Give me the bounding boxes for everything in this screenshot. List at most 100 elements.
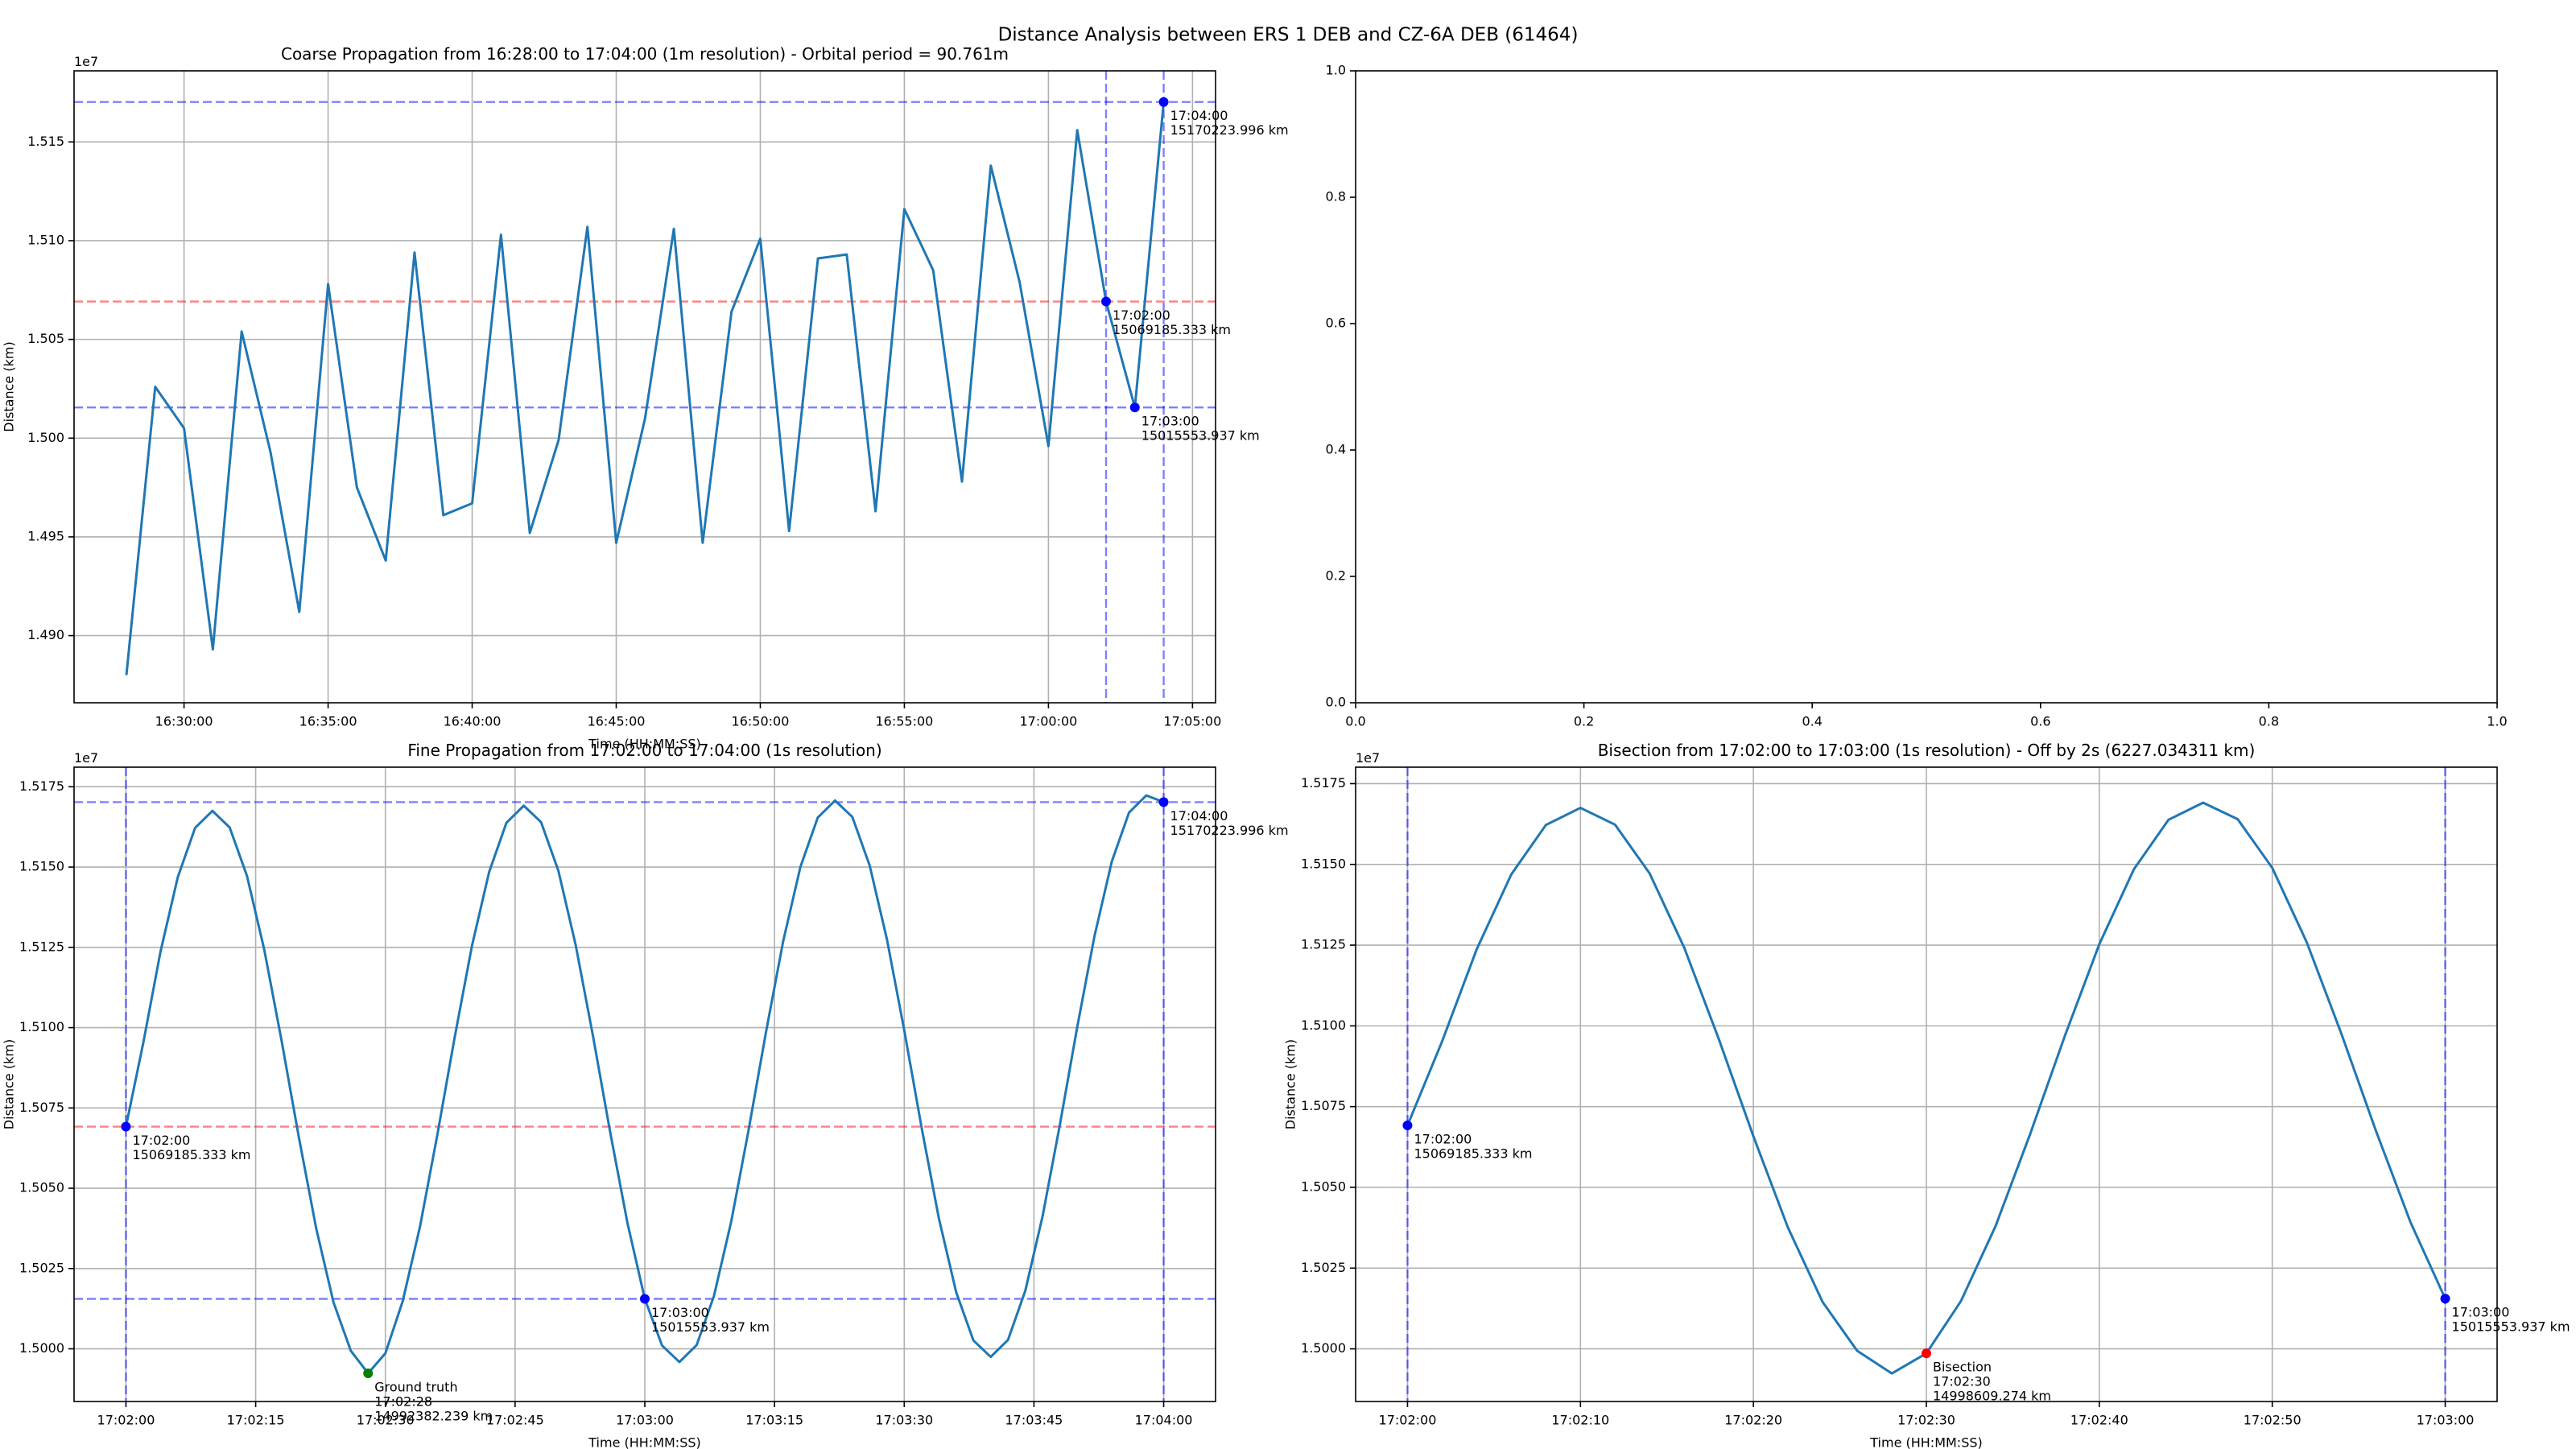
subplot-title: Fine Propagation from 17:02:00 to 17:04:…	[407, 741, 881, 760]
figure-title: Distance Analysis between ERS 1 DEB and …	[998, 25, 1579, 46]
x-tick-label: 0.0	[1345, 714, 1365, 729]
marker	[1158, 797, 1169, 807]
data-line	[125, 101, 1166, 675]
x-tick-label: 17:02:10	[1551, 1413, 1609, 1428]
y-tick-label: 1.5175	[1301, 775, 1346, 791]
y-tick-label: 1.5075	[1301, 1098, 1346, 1113]
x-tick-label: 17:02:30	[357, 1413, 415, 1428]
x-tick-label: 0.4	[1802, 714, 1822, 729]
x-tick-label: 0.2	[1574, 714, 1594, 729]
annotation: 17:02:00	[132, 1133, 190, 1148]
x-tick-label: 16:45:00	[588, 714, 646, 729]
marker	[1129, 402, 1140, 413]
annotation: 15170223.996 km	[1170, 823, 1289, 838]
axes-frame	[1355, 766, 2498, 1402]
y-tick-label: 0.4	[1326, 442, 1346, 457]
annotation: 17:03:00	[2452, 1305, 2510, 1320]
x-tick-label: 16:50:00	[732, 714, 790, 729]
x-tick-label: 17:02:20	[1724, 1413, 1782, 1428]
y-axis-label: Distance (km)	[2, 341, 17, 431]
x-tick-label: 1.0	[2487, 714, 2507, 729]
x-tick-label: 16:55:00	[876, 714, 934, 729]
y-tick-label: 1.515	[27, 134, 64, 149]
x-tick-label: 17:02:30	[1897, 1413, 1955, 1428]
y-tick-label: 1.505	[27, 331, 64, 346]
marker	[363, 1368, 374, 1378]
marker	[1402, 1121, 1413, 1131]
x-tick-label: 17:03:00	[2417, 1413, 2475, 1428]
annotation: 17:02:00	[1113, 308, 1170, 323]
y-tick-label: 1.5025	[19, 1260, 64, 1275]
y-tick-label: 0.0	[1326, 695, 1346, 710]
x-tick-label: 17:03:00	[616, 1413, 674, 1428]
y-tick-label: 0.2	[1326, 568, 1346, 584]
y-tick-label: 1.5150	[19, 859, 64, 874]
annotation: 15069185.333 km	[1414, 1146, 1532, 1162]
y-tick-label: 1.5050	[1301, 1179, 1346, 1194]
y-tick-label: 1.5000	[19, 1340, 64, 1356]
x-tick-label: 17:04:00	[1135, 1413, 1193, 1428]
annotation: 15069185.333 km	[1113, 322, 1231, 337]
subplot-title: Bisection from 17:02:00 to 17:03:00 (1s …	[1598, 741, 2256, 760]
x-tick-label: 16:35:00	[299, 714, 357, 729]
y-tick-label: 1.5025	[1301, 1260, 1346, 1275]
x-tick-label: 17:02:45	[486, 1413, 544, 1428]
marker	[1922, 1348, 1931, 1359]
y-tick-label: 1.5125	[19, 939, 64, 954]
subplot: 0.0 0.2 0.4 0.6 0.8 1.0 0.0 0.2 0.4 0.6 0.8 1.0	[1326, 63, 2508, 729]
x-tick-label: 17:03:15	[745, 1413, 803, 1428]
subplot: 16:30:00 16:35:00 16:40:00 16:45:00 16:50:00…	[2, 44, 1289, 752]
annotation: 17:02:30	[1933, 1374, 1991, 1389]
y-tick-label: 1.500	[27, 430, 64, 445]
y-tick-label: 1.490	[27, 627, 64, 642]
y-tick-label: 1.5000	[1301, 1340, 1346, 1356]
annotation: 17:03:00	[651, 1305, 709, 1320]
y-tick-label: 1.0	[1326, 63, 1346, 78]
annotation: Bisection	[1933, 1360, 1992, 1375]
x-axis-label: Time (HH:MM:SS)	[588, 1435, 701, 1449]
marker	[121, 1121, 131, 1132]
x-tick-label: 17:02:00	[1379, 1413, 1437, 1428]
axes-frame	[1355, 70, 2498, 704]
y-offset-label: 1e7	[74, 750, 98, 766]
y-offset-label: 1e7	[1356, 750, 1380, 766]
subplot-title: Coarse Propagation from 16:28:00 to 17:0…	[281, 44, 1009, 64]
y-tick-label: 1.5150	[1301, 856, 1346, 871]
x-tick-label: 16:40:00	[444, 714, 502, 729]
axes-frame	[73, 70, 1216, 704]
y-tick-label: 1.5100	[1301, 1018, 1346, 1033]
x-tick-label: 17:02:15	[227, 1413, 285, 1428]
x-tick-label: 17:03:30	[875, 1413, 933, 1428]
x-tick-label: 17:02:50	[2244, 1413, 2301, 1428]
y-tick-label: 0.8	[1326, 189, 1346, 204]
y-tick-label: 1.510	[27, 232, 64, 247]
annotation: 15015553.937 km	[2452, 1319, 2570, 1335]
annotation: 15069185.333 km	[132, 1147, 250, 1162]
y-tick-label: 1.5100	[19, 1019, 64, 1034]
annotation: 14998609.274 km	[1933, 1389, 2051, 1404]
marker	[1100, 296, 1111, 307]
y-axis-label: Distance (km)	[2, 1039, 17, 1129]
annotation: Ground truth	[374, 1379, 457, 1394]
x-axis-label: Time (HH:MM:SS)	[1869, 1435, 1983, 1449]
y-tick-label: 1.495	[27, 528, 64, 543]
annotation: 17:03:00	[1141, 414, 1199, 429]
annotation: 15015553.937 km	[1141, 428, 1260, 444]
subplot: 17:02:00 17:02:15 17:02:30 17:02:45 17:03:00…	[2, 741, 1289, 1449]
marker	[640, 1294, 650, 1304]
y-tick-label: 1.5125	[1301, 937, 1346, 952]
x-tick-label: 0.6	[2030, 714, 2050, 729]
subplot: 17:02:00 17:02:10 17:02:20 17:02:30 17:02:40…	[1283, 741, 2570, 1449]
x-tick-label: 17:05:00	[1163, 714, 1221, 729]
marker	[1158, 97, 1169, 107]
x-tick-label: 17:03:45	[1005, 1413, 1063, 1428]
y-tick-label: 1.5175	[19, 778, 64, 794]
x-tick-label: 17:00:00	[1019, 714, 1077, 729]
y-tick-label: 1.5050	[19, 1180, 64, 1195]
x-axis-label: Time (HH:MM:SS)	[588, 737, 701, 752]
annotation: 15170223.996 km	[1170, 122, 1289, 138]
annotation: 17:04:00	[1170, 108, 1228, 123]
y-offset-label: 1e7	[74, 54, 98, 69]
